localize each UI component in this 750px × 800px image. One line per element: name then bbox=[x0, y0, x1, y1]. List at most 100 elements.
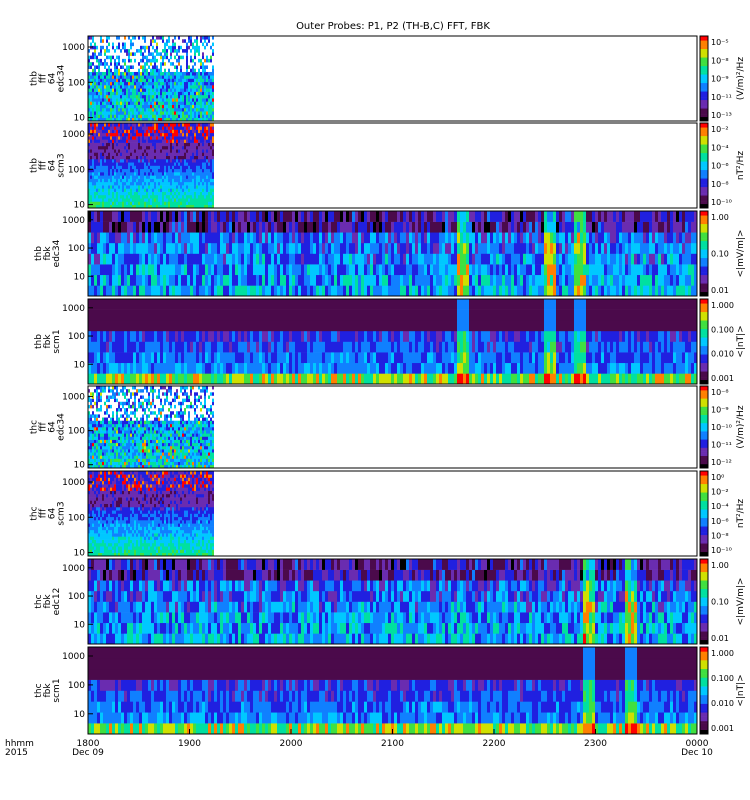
cell bbox=[178, 107, 180, 112]
cell bbox=[679, 211, 682, 222]
cell bbox=[118, 129, 120, 134]
cell bbox=[166, 168, 168, 173]
cell bbox=[535, 274, 538, 286]
cell bbox=[182, 175, 184, 179]
cell bbox=[232, 211, 235, 222]
cell bbox=[128, 165, 130, 170]
cell bbox=[556, 211, 559, 222]
cell bbox=[186, 94, 188, 99]
cell bbox=[96, 168, 98, 173]
cell bbox=[110, 178, 112, 183]
cell bbox=[340, 285, 343, 297]
cell bbox=[97, 221, 100, 233]
panel-label: scm3 bbox=[57, 153, 67, 177]
cell bbox=[643, 211, 646, 222]
cell bbox=[174, 55, 176, 60]
cell bbox=[214, 285, 217, 297]
cell bbox=[100, 352, 103, 364]
cell bbox=[148, 152, 150, 156]
cell bbox=[205, 253, 208, 265]
cell bbox=[337, 232, 340, 244]
cell bbox=[676, 285, 679, 297]
cell bbox=[160, 181, 162, 186]
cell bbox=[144, 126, 146, 130]
cell bbox=[148, 98, 150, 102]
cell bbox=[202, 191, 204, 196]
cell bbox=[182, 188, 184, 192]
cell bbox=[133, 330, 136, 342]
cell bbox=[150, 42, 152, 47]
cell bbox=[166, 126, 168, 130]
cell bbox=[487, 211, 490, 222]
cell bbox=[108, 129, 110, 134]
cell bbox=[188, 198, 190, 202]
cell bbox=[138, 114, 140, 119]
cell bbox=[170, 178, 172, 183]
cell bbox=[541, 264, 544, 276]
cell bbox=[676, 232, 679, 244]
colorbar-swatch bbox=[700, 129, 708, 132]
cell bbox=[210, 123, 212, 127]
cell bbox=[100, 129, 102, 134]
cell bbox=[140, 111, 142, 115]
cell bbox=[128, 142, 130, 147]
cell bbox=[331, 264, 334, 276]
cell bbox=[188, 152, 190, 156]
cell bbox=[184, 320, 187, 332]
cell bbox=[97, 232, 100, 244]
cell bbox=[100, 175, 102, 179]
cell bbox=[364, 221, 367, 233]
cell bbox=[134, 71, 136, 76]
cell bbox=[505, 264, 508, 276]
cell bbox=[196, 274, 199, 286]
cell bbox=[120, 126, 122, 130]
cell bbox=[182, 149, 184, 153]
cell bbox=[196, 221, 199, 233]
cell bbox=[212, 85, 214, 89]
cell bbox=[679, 274, 682, 286]
cell bbox=[112, 175, 114, 179]
cell bbox=[88, 232, 91, 244]
cell bbox=[114, 198, 116, 202]
cell bbox=[178, 114, 180, 119]
cell bbox=[190, 98, 192, 102]
cell bbox=[430, 253, 433, 265]
cell bbox=[194, 85, 196, 89]
cell bbox=[184, 71, 186, 76]
cell bbox=[436, 285, 439, 297]
cell bbox=[634, 285, 637, 297]
cell bbox=[523, 274, 526, 286]
cell bbox=[192, 85, 194, 89]
cell bbox=[457, 242, 460, 254]
cell bbox=[110, 71, 112, 76]
cell bbox=[188, 185, 190, 189]
cell bbox=[361, 253, 364, 265]
cell bbox=[277, 253, 280, 265]
cell bbox=[247, 211, 250, 222]
cell bbox=[136, 126, 138, 130]
cell bbox=[244, 253, 247, 265]
cell bbox=[94, 145, 96, 150]
cell bbox=[181, 232, 184, 244]
cell bbox=[118, 285, 121, 297]
cell bbox=[132, 165, 134, 170]
cell bbox=[104, 58, 106, 63]
cell bbox=[130, 341, 133, 353]
cell bbox=[358, 221, 361, 233]
cell bbox=[100, 62, 102, 66]
cell bbox=[106, 352, 109, 364]
cell bbox=[146, 45, 148, 50]
cell bbox=[108, 204, 110, 209]
cell bbox=[202, 94, 204, 99]
cell bbox=[394, 242, 397, 254]
cell bbox=[439, 264, 442, 276]
cell bbox=[160, 172, 162, 176]
cell bbox=[112, 132, 114, 137]
panel-label: thb bbox=[30, 71, 40, 86]
cell bbox=[176, 175, 178, 179]
cell bbox=[571, 264, 574, 276]
cell bbox=[331, 253, 334, 265]
cell bbox=[637, 285, 640, 297]
cell bbox=[192, 139, 194, 143]
cell bbox=[208, 91, 210, 96]
